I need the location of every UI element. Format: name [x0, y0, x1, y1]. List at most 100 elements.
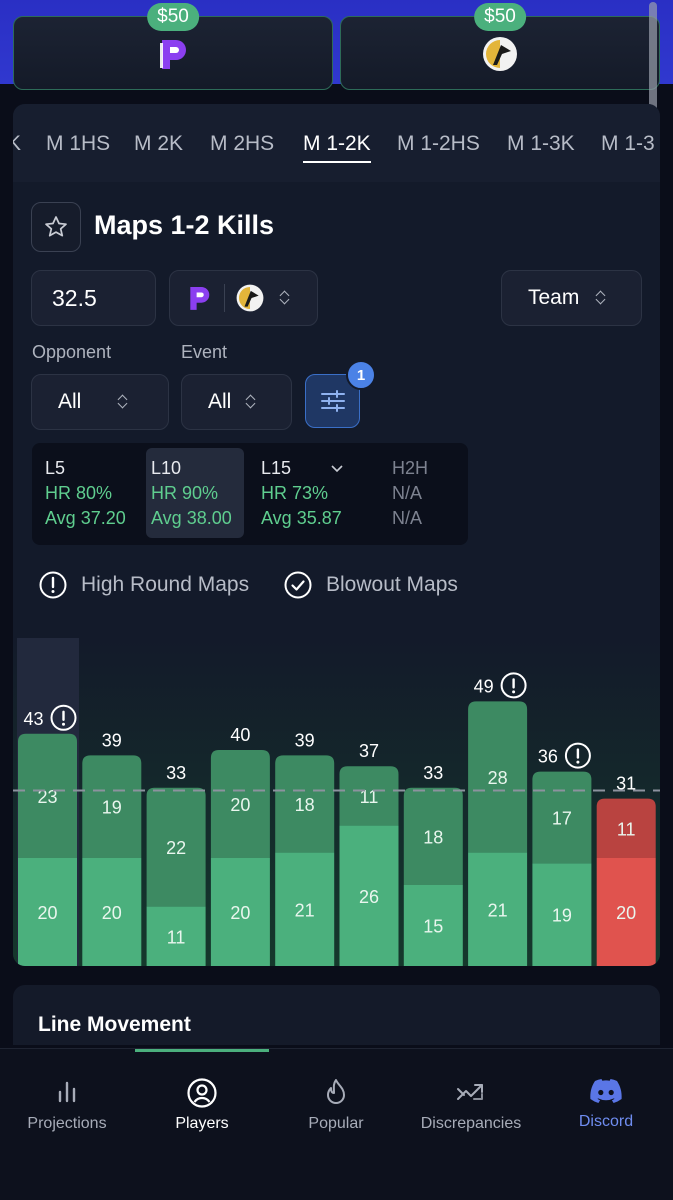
- bar-segment-map1: [275, 852, 335, 966]
- nav-discrepancies[interactable]: Discrepancies: [404, 1049, 538, 1200]
- chevron-updown-icon: [117, 395, 127, 409]
- market-tabs: K M 1HS M 2K M 2HS M 1-2K M 1-2HS M 1-3K…: [13, 104, 660, 182]
- bar-label-map2: 20: [230, 795, 250, 815]
- purple-p-logo: [190, 286, 210, 310]
- bar-label-map1: 19: [552, 906, 572, 926]
- flame-icon: [327, 1079, 345, 1104]
- stat-head: H2H: [392, 458, 429, 478]
- bar-segment-map2: [275, 755, 335, 853]
- nav-players[interactable]: Players: [135, 1049, 269, 1200]
- nav-projections[interactable]: Projections: [0, 1049, 134, 1200]
- high-round-label: High Round Maps: [81, 573, 250, 596]
- bar-label-map1: 20: [102, 903, 122, 923]
- alert-dot: [576, 760, 580, 764]
- bar-segment-map2: [532, 771, 592, 864]
- blowout-toggle[interactable]: Blowout Maps: [283, 570, 458, 600]
- tab-m-1-2k[interactable]: M 1-2K: [303, 132, 371, 163]
- bar-segment-map2: [210, 750, 270, 858]
- chevron-down-icon: [331, 465, 343, 473]
- book-select[interactable]: [169, 270, 318, 326]
- high-round-toggle[interactable]: High Round Maps: [38, 570, 249, 600]
- bar-label-map2: 22: [166, 838, 186, 858]
- nav-discord[interactable]: Discord: [539, 1049, 673, 1200]
- team-select[interactable]: Team: [501, 270, 642, 326]
- tab-m-1-3[interactable]: M 1-3: [601, 132, 655, 155]
- stat-average: N/A: [392, 508, 423, 528]
- team-select-label: Team: [528, 286, 580, 309]
- flag-coin-logo: [236, 284, 264, 312]
- stat-hit-rate: HR 73%: [261, 483, 329, 503]
- tab-m-2k[interactable]: M 2K: [134, 132, 184, 155]
- event-value: All: [208, 390, 232, 413]
- page-title: Maps 1-2 Kills: [94, 210, 275, 240]
- chevron-updown-icon: [595, 291, 605, 305]
- tab-m-1hs[interactable]: M 1HS: [46, 132, 111, 155]
- alert-dot: [512, 690, 516, 694]
- stat-l10[interactable]: L10 HR 90% Avg 38.00: [146, 448, 244, 538]
- star-icon: [45, 216, 67, 237]
- bar-segment-map1: [82, 858, 142, 966]
- bar-total-label: 31: [616, 774, 636, 794]
- bar-total-label: 39: [295, 730, 315, 750]
- bar-label-map1: 11: [167, 927, 186, 947]
- line-movement-title: Line Movement: [38, 1013, 191, 1036]
- bar-segment-map2: [82, 755, 142, 858]
- check-circle-icon: [284, 571, 312, 599]
- bar-total-label: 33: [166, 763, 186, 783]
- bar-segment-map1: [468, 852, 528, 966]
- stat-l15[interactable]: L15 HR 73% Avg 35.87: [261, 448, 381, 538]
- nav-label: Discord: [578, 1113, 634, 1130]
- bar-label-map1: 20: [230, 903, 250, 923]
- bar-total-label: 49: [474, 676, 494, 696]
- bar-segment-map2: [18, 733, 77, 858]
- stat-head: L10: [151, 458, 182, 478]
- stat-h2h[interactable]: H2H N/A N/A: [392, 448, 490, 538]
- line-movement-card: Line Movement: [13, 985, 660, 1045]
- tab-k[interactable]: K: [13, 132, 22, 155]
- book-card-prizepicks[interactable]: $50: [13, 3, 333, 90]
- sliders-icon: [320, 390, 345, 412]
- tab-m-1-3k[interactable]: M 1-3K: [507, 132, 575, 155]
- bar-label-map2: 18: [423, 827, 443, 847]
- stat-hit-rate: HR 80%: [45, 483, 113, 503]
- stat-head-row: L15: [261, 456, 381, 481]
- bar-segment-map1: [532, 863, 592, 966]
- opponent-select[interactable]: All: [31, 374, 169, 430]
- tab-m-2hs[interactable]: M 2HS: [210, 132, 275, 155]
- divider: [224, 284, 225, 312]
- chevron-updown-icon: [245, 395, 255, 409]
- nav-label: Discrepancies: [420, 1115, 522, 1132]
- scrollbar[interactable]: [649, 2, 657, 162]
- bar-segment-map1: [596, 858, 656, 966]
- alert-circle-icon: [564, 742, 591, 769]
- bar-total-label: 43: [23, 709, 43, 729]
- bar-segment-map2: [339, 766, 399, 826]
- bar-segment-map1: [403, 885, 463, 966]
- chevron-updown-icon: [279, 291, 289, 305]
- bar-label-map2: 19: [102, 798, 122, 818]
- tab-m-1-2hs[interactable]: M 1-2HS: [397, 132, 480, 155]
- bar-total-label: 40: [230, 725, 250, 745]
- alert-circle-icon: [50, 704, 77, 731]
- line-input[interactable]: 32.5: [31, 270, 156, 326]
- advanced-filter-button[interactable]: [305, 374, 360, 428]
- book-card-underdog[interactable]: $50: [340, 3, 660, 90]
- market-panel: K M 1HS M 2K M 2HS M 1-2K M 1-2HS M 1-3K…: [13, 104, 660, 966]
- bar-segment-map1: [210, 858, 270, 966]
- favorite-button[interactable]: [31, 202, 81, 252]
- alert-circle-icon: [39, 571, 67, 599]
- nav-popular[interactable]: Popular: [269, 1049, 403, 1200]
- bar-label-map1: 20: [37, 903, 57, 923]
- bar-segment-map2: [596, 798, 656, 858]
- stat-average: Avg 35.87: [261, 508, 342, 528]
- bar-total-label: 33: [423, 763, 443, 783]
- opponent-label: Opponent: [32, 342, 112, 362]
- bar-chart-icon: [58, 1081, 76, 1103]
- stat-l5[interactable]: L5 HR 80% Avg 37.20: [45, 448, 143, 538]
- bar-label-map2: 23: [37, 787, 57, 807]
- bottom-nav: Projections Players Popular Discrepancie…: [0, 1048, 673, 1200]
- event-select[interactable]: All: [181, 374, 292, 430]
- nav-label: Players: [175, 1115, 229, 1132]
- trend-arrows-icon: [457, 1084, 483, 1100]
- discord-icon: [590, 1079, 622, 1103]
